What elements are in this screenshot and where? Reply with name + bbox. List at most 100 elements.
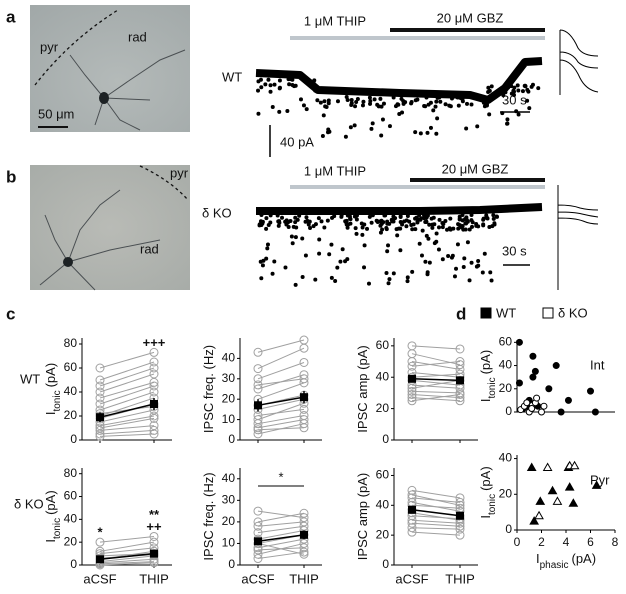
cell-point <box>407 493 417 503</box>
legend-marker <box>542 307 554 319</box>
trace-event <box>536 86 541 91</box>
y-tick-label: 40 <box>64 384 78 398</box>
cell-point <box>149 387 159 397</box>
axis-label: IPSC amp (pA) <box>355 473 370 560</box>
significance-mark: * <box>97 525 103 540</box>
trace-event <box>348 125 353 130</box>
trace-event <box>474 264 479 269</box>
trace-event <box>387 277 392 282</box>
trace-event <box>463 221 468 226</box>
trace-event <box>378 230 383 235</box>
axis-label-sub: tonic <box>52 390 63 411</box>
trace-event <box>455 242 460 247</box>
trace-event <box>384 271 389 276</box>
cell-point <box>149 429 159 439</box>
legend-label: WT <box>496 305 516 320</box>
trace-event <box>430 222 435 227</box>
trace-event <box>516 112 521 117</box>
trace-event <box>460 224 465 229</box>
amplitude-histogram <box>559 29 599 95</box>
paired-line <box>99 351 155 369</box>
x-tick-label: aCSF <box>395 571 428 586</box>
trace-event <box>398 248 403 253</box>
axis-label: Itonic (pA) <box>478 350 498 402</box>
trace-event <box>410 227 415 232</box>
trace-event <box>312 78 317 83</box>
trace-event <box>311 82 316 87</box>
cell-point <box>253 528 263 538</box>
cell-point <box>299 419 309 429</box>
trace-event <box>367 95 372 100</box>
trace-event <box>415 220 420 225</box>
scatter-point <box>552 496 563 505</box>
paired-line <box>257 339 305 353</box>
paired-line <box>99 391 155 411</box>
trace-event <box>525 87 530 92</box>
paired-line <box>99 547 155 555</box>
mean-line <box>99 403 155 418</box>
trace-event <box>391 271 396 276</box>
significance-mark: * <box>278 469 283 484</box>
trace-event <box>354 213 359 218</box>
trace-event <box>418 131 423 136</box>
paired-line <box>99 367 155 387</box>
paired-line <box>99 535 155 543</box>
axis-label-part: IPSC amp (pA) <box>355 345 370 432</box>
cell-point <box>407 396 417 406</box>
y-tick-label: 60 <box>499 334 513 348</box>
trace-event <box>272 82 277 87</box>
trace-event <box>345 97 350 102</box>
paired-line <box>411 345 461 350</box>
cell-point <box>253 521 263 531</box>
trace-event <box>326 101 331 106</box>
trace-event <box>382 213 387 218</box>
x-tick-label: 8 <box>612 535 619 549</box>
y-tick-label: 60 <box>64 360 78 374</box>
trace-event <box>313 277 318 282</box>
paired-line <box>257 512 305 523</box>
trace-event <box>409 223 414 228</box>
trace-event <box>385 249 390 254</box>
trace-event <box>476 259 481 264</box>
trace-event <box>499 88 504 93</box>
trace-event <box>361 99 366 104</box>
trace-event <box>387 124 392 129</box>
axis-label-part: I <box>43 412 58 416</box>
trace-event <box>514 109 519 114</box>
trace-event <box>481 223 486 228</box>
trace-event <box>354 217 359 222</box>
mean-point <box>300 530 308 539</box>
trace-event <box>400 110 405 115</box>
x-tick-label: 2 <box>538 535 545 549</box>
mean-point <box>300 393 308 402</box>
paired-line <box>99 541 155 552</box>
scatter-point <box>552 362 560 370</box>
trace-event <box>344 220 349 225</box>
paired-line <box>257 415 305 425</box>
trace-event <box>277 86 282 91</box>
trace-event <box>360 232 365 237</box>
trace-event <box>365 226 370 231</box>
panel-label: b <box>6 167 16 186</box>
axis-label-sub: tonic <box>487 377 498 398</box>
scatter-point <box>564 482 575 491</box>
scatter-point <box>534 510 544 520</box>
trace-event <box>335 99 340 104</box>
trace-event <box>287 82 292 87</box>
trace-event <box>290 77 295 82</box>
scatter-point <box>538 408 545 416</box>
paired-line <box>257 521 305 527</box>
drug-label: 1 μM THIP <box>304 163 366 178</box>
paired-line <box>257 538 305 549</box>
trace-event <box>368 101 373 106</box>
axis-label-part: IPSC freq. (Hz) <box>201 345 216 433</box>
paired-line <box>99 361 155 381</box>
scatter-point <box>542 462 553 471</box>
y-tick-label: 20 <box>376 527 390 541</box>
drug-label: 20 μM GBZ <box>437 10 504 25</box>
trace-event <box>293 235 298 240</box>
paired-line <box>257 551 305 560</box>
axis-label-sub: tonic <box>52 518 63 539</box>
trace-event <box>256 88 261 93</box>
trace-event <box>292 84 297 89</box>
